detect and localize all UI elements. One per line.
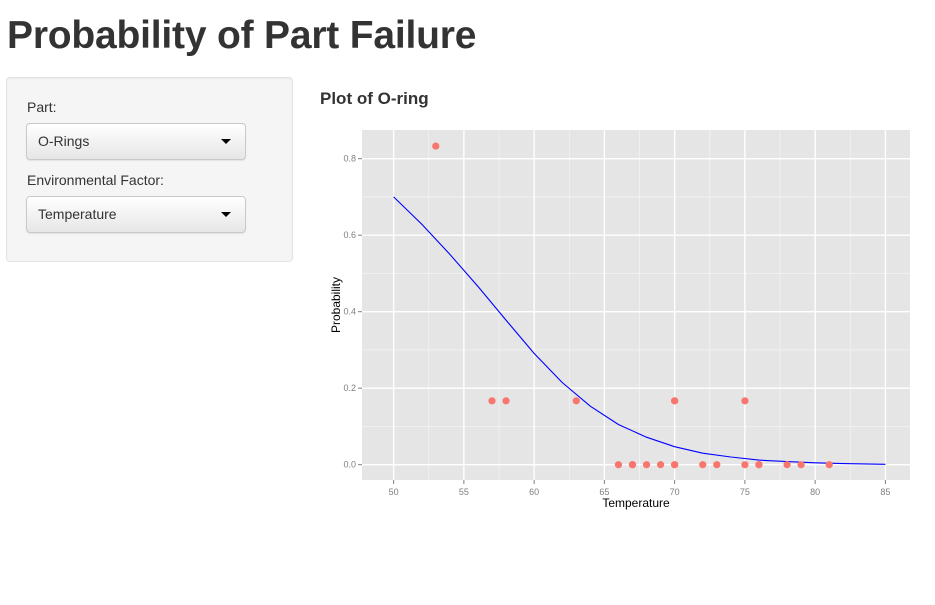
data-point: [741, 461, 749, 469]
environmental-factor-select[interactable]: Temperature: [26, 196, 246, 233]
x-tick-label: 85: [880, 487, 890, 497]
data-point: [642, 461, 651, 469]
data-point: [488, 397, 496, 405]
y-tick-label: 0.6: [343, 230, 356, 240]
probability-plot: 50 55 60 65 70 75 80 85 0.0 0.2 0.4 0.6 0.8 Temperat…: [329, 130, 910, 510]
y-tick-label: 0.2: [343, 383, 356, 393]
data-point: [825, 461, 833, 469]
fitted-curve: [393, 196, 886, 465]
data-point: [502, 397, 510, 405]
x-tick-label: 75: [740, 487, 750, 497]
data-point: [797, 461, 805, 469]
data-point: [741, 397, 749, 405]
y-tick-label: 0.0: [343, 460, 356, 470]
plot-title: Plot of O-ring: [320, 89, 429, 108]
data-point: [572, 397, 580, 405]
part-select-value: O-Rings: [38, 133, 90, 149]
x-tick-label: 80: [810, 487, 820, 497]
x-tick-label: 55: [459, 487, 469, 497]
data-point: [755, 461, 763, 469]
environmental-factor-select-value: Temperature: [38, 206, 117, 222]
chevron-down-icon: [221, 139, 231, 144]
y-tick-label: 0.8: [343, 154, 356, 164]
data-point: [656, 461, 665, 469]
data-point: [628, 461, 637, 469]
sidebar-panel: Part: O-Rings Environmental Factor: Temp…: [6, 77, 293, 262]
x-tick-label: 60: [529, 487, 539, 497]
plot-minor-gridlines: [362, 130, 910, 480]
data-point: [783, 461, 791, 469]
part-select[interactable]: O-Rings: [26, 123, 246, 160]
x-axis-label: Temperature: [602, 496, 670, 510]
fitted-curve-line: [393, 196, 886, 465]
data-point: [614, 461, 623, 469]
environmental-factor-label: Environmental Factor:: [27, 172, 164, 188]
plot-panel: [362, 130, 910, 480]
data-point: [671, 397, 679, 405]
page-title: Probability of Part Failure: [7, 14, 477, 57]
part-label: Part:: [27, 99, 57, 115]
plot-ticks: 50 55 60 65 70 75 80 85 0.0 0.2 0.4 0.6 0.8: [343, 154, 890, 497]
y-tick-label: 0.4: [343, 307, 356, 317]
data-point: [671, 461, 679, 469]
chevron-down-icon: [221, 212, 231, 217]
x-tick-label: 65: [599, 487, 609, 497]
x-tick-label: 50: [389, 487, 399, 497]
data-point: [699, 461, 707, 469]
y-axis-label: Probability: [329, 277, 343, 333]
plot-major-gridlines: [362, 130, 910, 480]
x-tick-label: 70: [670, 487, 680, 497]
data-points: [432, 142, 833, 469]
data-point: [713, 461, 721, 469]
data-point: [432, 142, 440, 150]
